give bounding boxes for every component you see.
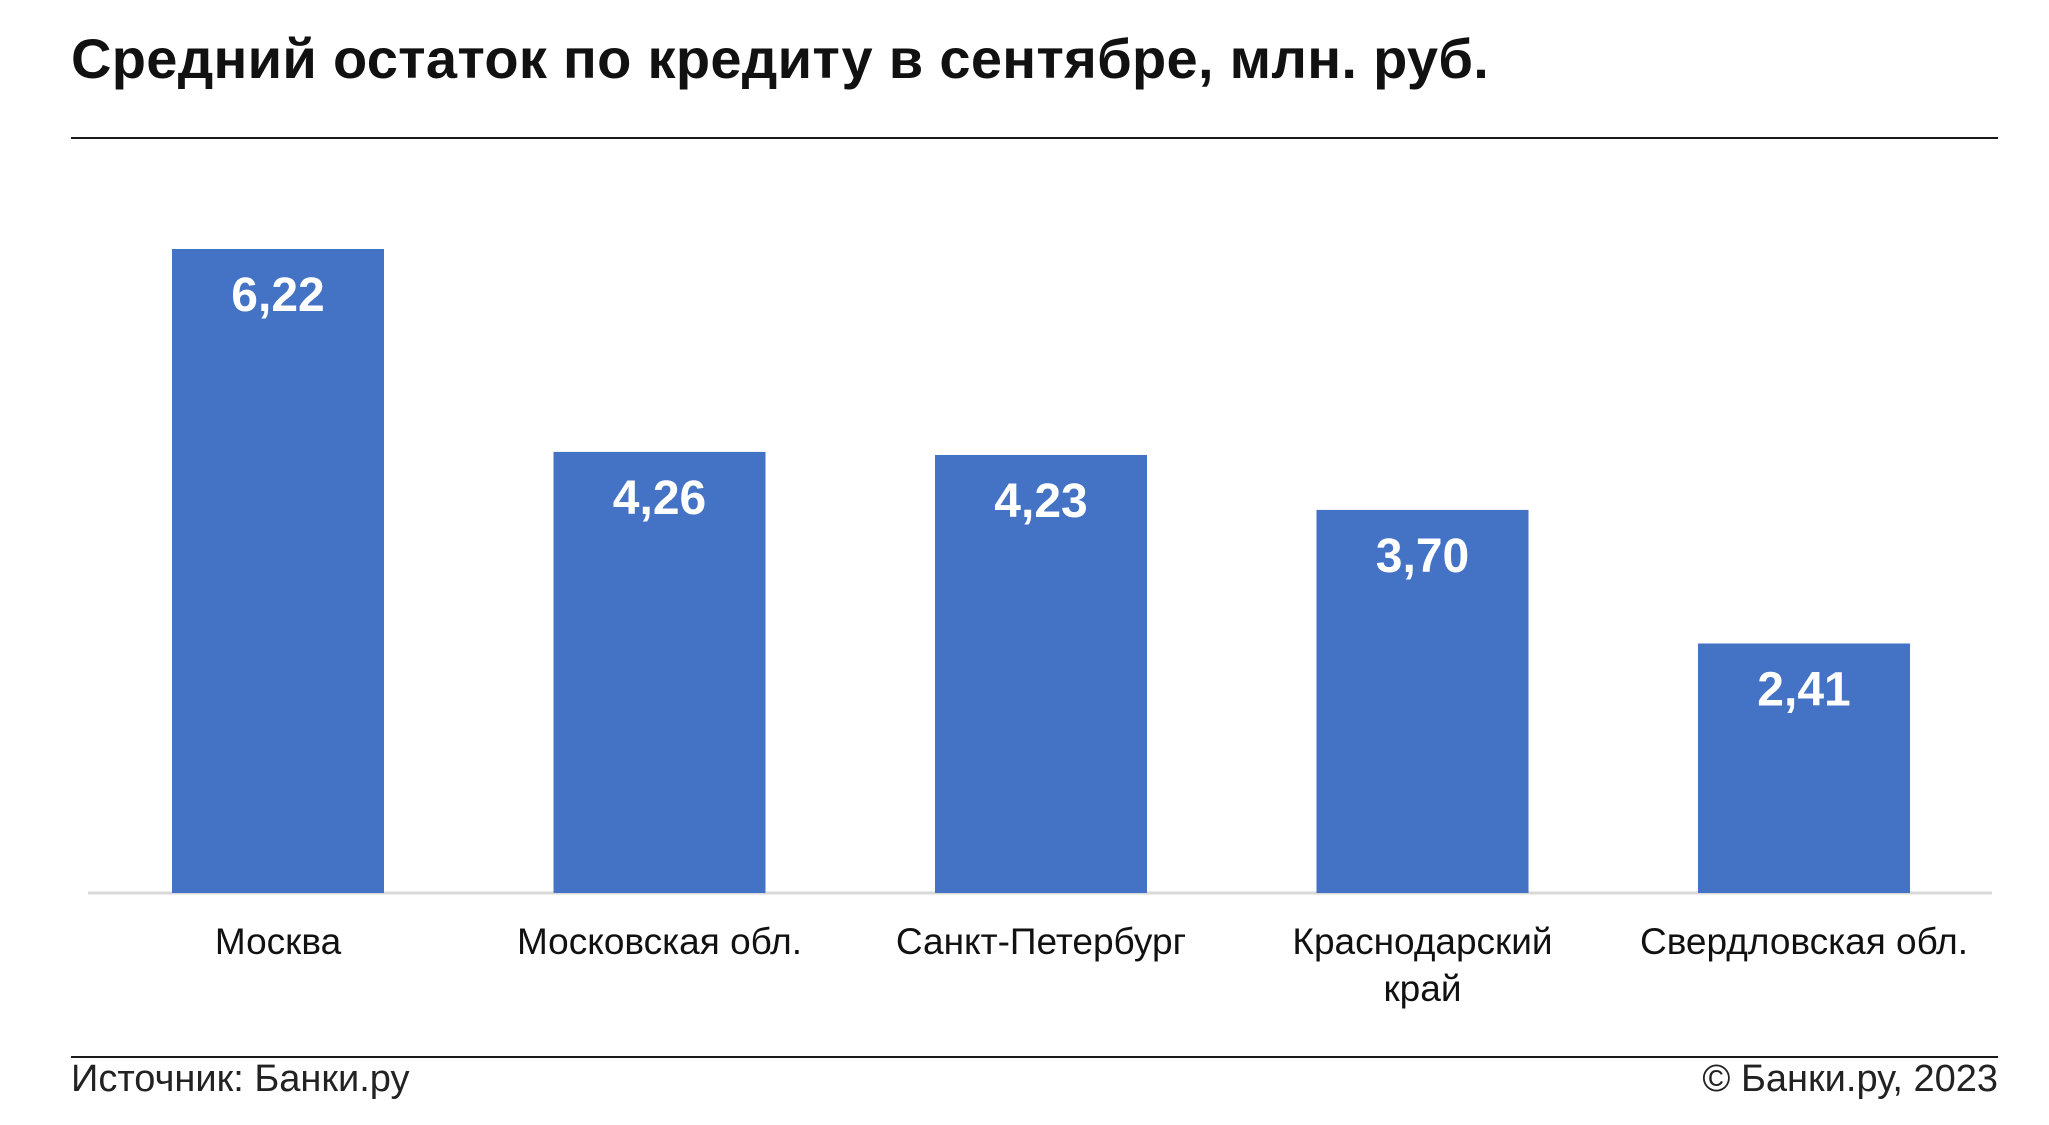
category-label-2: Московская обл. <box>517 921 802 962</box>
category-label-5: Свердловская обл. <box>1640 921 1968 962</box>
source-note: Источник: Банки.ру <box>71 1058 410 1100</box>
bar-value-label-2: 4,26 <box>613 472 706 525</box>
bar-4 <box>1316 509 1529 893</box>
bar-1 <box>172 249 384 893</box>
bar-value-label-5: 2,41 <box>1757 664 1850 717</box>
bar-value-label-4: 3,70 <box>1376 530 1469 583</box>
category-label-3: Санкт-Петербург <box>896 921 1186 962</box>
bar-value-label-3: 4,23 <box>994 475 1087 528</box>
bar-2 <box>553 451 766 893</box>
bar-3 <box>935 455 1147 893</box>
category-label-1: Москва <box>215 921 342 962</box>
bar-value-label-1: 6,22 <box>231 269 324 322</box>
footer-divider <box>71 1056 1998 1058</box>
category-label-4-line-2: край <box>1383 968 1461 1009</box>
chart-title: Средний остаток по кредиту в сентябре, м… <box>71 27 1490 90</box>
category-label-4-line-1: Краснодарский <box>1292 921 1552 962</box>
copyright-note: © Банки.ру, 2023 <box>1702 1058 1998 1100</box>
bar-5 <box>1698 643 1910 893</box>
title-divider <box>71 137 1998 139</box>
